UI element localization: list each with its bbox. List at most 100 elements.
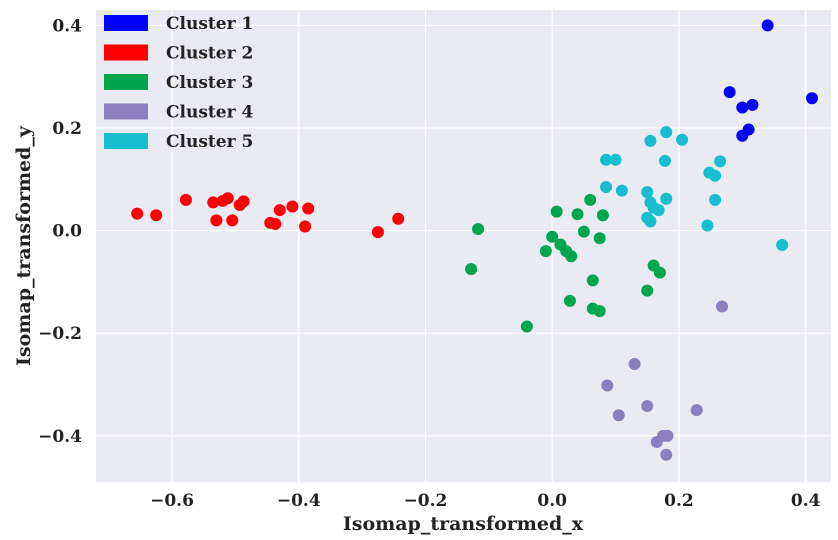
plot-area (96, 10, 831, 482)
data-point (286, 200, 299, 213)
data-point (210, 214, 223, 227)
data-point (641, 284, 654, 297)
data-point (546, 230, 559, 243)
data-point (676, 133, 689, 146)
data-point (609, 153, 622, 166)
data-point (221, 192, 234, 205)
x-tick-label: −0.2 (404, 491, 448, 511)
y-tick-label: −0.2 (38, 324, 82, 344)
y-tick-labels: −0.4 −0.2 0.0 0.2 0.4 (38, 16, 82, 446)
data-point (628, 358, 641, 370)
data-point (641, 186, 654, 199)
data-point (131, 207, 144, 220)
data-point (612, 409, 625, 422)
legend-item: Cluster 2 (104, 44, 253, 64)
series-1 (723, 19, 818, 142)
data-point (207, 196, 220, 209)
data-point (565, 250, 578, 263)
data-point (601, 379, 614, 392)
series-4 (601, 300, 729, 461)
legend-label: Cluster 3 (166, 73, 253, 93)
legend-swatch (104, 15, 148, 31)
data-point (660, 192, 673, 205)
y-tick-label: 0.2 (52, 119, 82, 139)
data-point (658, 154, 671, 167)
data-point (653, 266, 666, 279)
x-tick-label: 0.0 (537, 491, 567, 511)
data-point (805, 92, 818, 105)
data-point (593, 232, 606, 245)
legend-label: Cluster 5 (166, 132, 253, 152)
data-point (520, 320, 533, 333)
data-point (723, 86, 736, 99)
data-point (150, 209, 163, 222)
data-point (302, 202, 315, 215)
data-point (761, 19, 774, 32)
data-points (131, 19, 818, 461)
data-point (593, 305, 606, 318)
legend-label: Cluster 4 (166, 103, 253, 123)
data-point (661, 429, 674, 442)
data-point (776, 238, 789, 251)
data-point (226, 214, 239, 227)
legend-label: Cluster 1 (166, 14, 253, 34)
data-point (465, 263, 478, 276)
y-tick-label: 0.4 (52, 16, 82, 36)
data-point (600, 181, 613, 193)
data-point (571, 208, 584, 221)
data-point (660, 126, 673, 139)
data-point (660, 448, 673, 461)
data-point (596, 209, 609, 222)
data-point (472, 223, 485, 236)
data-point (644, 215, 657, 228)
data-point (709, 193, 722, 206)
x-tick-labels: −0.6 −0.4 −0.2 0.0 0.2 0.4 (150, 491, 820, 511)
legend-item: Cluster 4 (104, 103, 253, 123)
series-2 (131, 192, 405, 239)
data-point (600, 153, 613, 166)
data-point (714, 155, 727, 168)
y-tick-label: −0.4 (38, 427, 82, 447)
data-point (709, 169, 722, 182)
data-point (736, 101, 749, 114)
legend-label: Cluster 2 (166, 44, 253, 64)
data-point (392, 212, 405, 225)
data-point (690, 404, 703, 417)
y-axis-label: Isomap_transformed_y (13, 125, 35, 366)
x-tick-label: 0.2 (664, 491, 694, 511)
data-point (269, 217, 282, 230)
data-point (539, 245, 552, 258)
grid-lines (96, 10, 831, 482)
data-point (586, 274, 599, 287)
data-point (641, 400, 654, 413)
legend-item: Cluster 5 (104, 132, 253, 152)
series-5 (600, 126, 789, 251)
y-tick-label: 0.0 (52, 222, 82, 242)
data-point (615, 184, 628, 197)
data-point (701, 219, 714, 232)
data-point (550, 205, 563, 218)
legend-swatch (104, 74, 148, 90)
data-point (371, 226, 384, 239)
data-point (563, 294, 576, 307)
data-point (577, 225, 590, 238)
data-point (237, 195, 250, 208)
data-point (273, 204, 286, 217)
x-tick-label: −0.4 (277, 491, 321, 511)
legend-swatch (104, 133, 148, 149)
data-point (179, 193, 192, 206)
legend-item: Cluster 1 (104, 14, 253, 34)
data-point (652, 204, 665, 217)
data-point (644, 134, 657, 147)
legend-swatch (104, 44, 148, 61)
x-tick-label: 0.4 (791, 491, 821, 511)
data-point (736, 129, 749, 142)
data-point (746, 98, 759, 111)
data-point (584, 193, 597, 206)
data-point (299, 220, 312, 233)
legend-item: Cluster 3 (104, 73, 253, 93)
x-axis-label: Isomap_transformed_x (343, 513, 584, 535)
legend: Cluster 1 Cluster 2 Cluster 3 Cluster 4 Clus… (104, 14, 253, 152)
series-3 (465, 193, 666, 333)
